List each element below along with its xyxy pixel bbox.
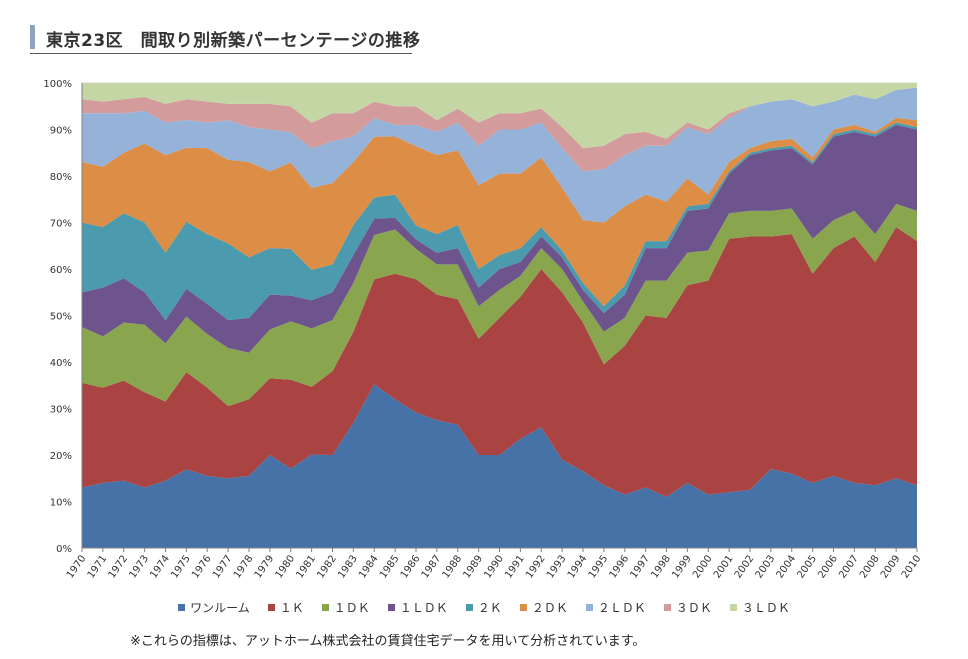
y-tick-label: 50%: [50, 312, 72, 323]
x-tick-label: 1990: [482, 553, 506, 580]
area-series-2: [82, 227, 917, 497]
x-tick-label: 1991: [503, 553, 527, 580]
legend-item-9: ３ＬＤＫ: [729, 599, 790, 616]
x-tick-label: 2010: [900, 553, 924, 580]
x-tick-label: 1986: [399, 553, 423, 580]
x-tick-label: 2004: [775, 553, 799, 580]
x-tick-label: 1980: [274, 553, 298, 580]
legend-item-5: ２Ｋ: [465, 599, 502, 616]
x-tick-label: 1999: [670, 553, 694, 580]
y-tick-label: 70%: [50, 219, 72, 230]
x-tick-label: 1989: [461, 553, 485, 580]
legend-item-1: ワンルーム: [178, 599, 250, 616]
legend-label: ２Ｋ: [477, 600, 502, 615]
legend-item-2: １Ｋ: [267, 599, 304, 616]
x-tick-label: 2001: [712, 553, 736, 580]
x-tick-label: 2003: [754, 553, 778, 580]
legend-swatch: [321, 603, 329, 611]
y-tick-label: 60%: [50, 265, 72, 276]
x-tick-label: 1981: [294, 553, 318, 580]
y-tick-label: 40%: [50, 358, 72, 369]
y-tick-label: 10%: [50, 498, 72, 509]
y-tick-label: 100%: [43, 79, 72, 90]
legend-item-6: ２ＤＫ: [519, 599, 568, 616]
x-tick-label: 1984: [357, 553, 381, 580]
legend-swatch: [663, 603, 671, 611]
x-tick-label: 1994: [566, 553, 590, 580]
legend-label: ワンルーム: [190, 600, 250, 615]
legend-item-7: ２ＬＤＫ: [585, 599, 646, 616]
legend-swatch: [585, 603, 593, 611]
area-series-group: [82, 83, 917, 548]
x-tick-label: 2005: [795, 553, 819, 580]
legend-label: ２ＤＫ: [531, 600, 568, 615]
x-tick-label: 2006: [816, 553, 840, 580]
y-tick-label: 80%: [50, 172, 72, 183]
x-tick-label: 1982: [315, 553, 339, 580]
x-tick-label: 1983: [336, 553, 360, 580]
title-underline: [30, 53, 412, 54]
x-tick-label: 1995: [587, 553, 611, 580]
area-series-4: [82, 124, 917, 353]
footnote: ※これらの指標は、アットホーム株式会社の賃貸住宅データを用いて分析されています。: [130, 634, 646, 649]
legend-label: ３ＤＫ: [675, 600, 712, 615]
legend-item-3: １ＤＫ: [321, 599, 370, 616]
y-tick-label: 90%: [50, 126, 72, 137]
y-tick-label: 30%: [50, 405, 72, 416]
area-series-6: [82, 117, 917, 307]
chart-title: 東京23区 間取り別新築パーセンテージの推移: [46, 31, 421, 51]
x-tick-label: 2000: [691, 553, 715, 580]
legend-label: ２ＬＤＫ: [597, 600, 646, 615]
legend-item-4: １ＬＤＫ: [387, 599, 448, 616]
x-tick-label: 2009: [879, 553, 903, 580]
area-series-1: [82, 384, 917, 548]
legend-label: １ＤＫ: [333, 600, 370, 615]
x-tick-label: 2002: [733, 553, 757, 580]
legend-label: １Ｋ: [279, 600, 304, 615]
area-series-7: [82, 87, 917, 223]
x-tick-label: 1973: [127, 553, 151, 580]
x-tick-label: 1987: [420, 553, 444, 580]
legend-swatch: [387, 603, 395, 611]
legend-swatch: [178, 603, 186, 611]
legend-swatch: [519, 603, 527, 611]
title-accent-bar: [30, 25, 35, 49]
x-tick-label: 1996: [608, 553, 632, 580]
legend-swatch: [729, 603, 737, 611]
x-tick-label: 2007: [837, 553, 861, 580]
x-tick-label: 1977: [211, 553, 235, 580]
x-tick-label: 1988: [441, 553, 465, 580]
x-tick-label: 1978: [232, 553, 256, 580]
x-tick-label: 1993: [545, 553, 569, 580]
area-series-5: [82, 122, 917, 321]
legend-item-8: ３ＤＫ: [663, 599, 712, 616]
x-tick-label: 2008: [858, 553, 882, 580]
x-tick-label: 1992: [524, 553, 548, 580]
title-bar: 東京23区 間取り別新築パーセンテージの推移: [30, 22, 420, 56]
legend-label: １ＬＤＫ: [399, 600, 448, 615]
x-tick-label: 1976: [190, 553, 214, 580]
legend-swatch: [465, 603, 473, 611]
x-tick-label: 1997: [628, 553, 652, 580]
legend-label: ３ＬＤＫ: [741, 600, 790, 615]
x-tick-label: 1998: [649, 553, 673, 580]
x-tick-label: 1979: [253, 553, 277, 580]
x-tick-label: 1971: [86, 553, 110, 580]
y-tick-label: 20%: [50, 451, 72, 462]
x-tick-label: 1970: [65, 553, 89, 580]
x-tick-label: 1985: [378, 553, 402, 580]
legend-swatch: [267, 603, 275, 611]
x-tick-label: 1974: [148, 553, 172, 580]
area-series-9: [82, 83, 917, 149]
area-series-8: [82, 87, 917, 172]
x-tick-label: 1972: [107, 553, 131, 580]
legend: ワンルーム １Ｋ １ＤＫ １ＬＤＫ ２Ｋ ２ＤＫ ２ＬＤＫ ３ＤＫ ３ＬＤＫ: [0, 596, 968, 618]
y-tick-label: 0%: [56, 544, 72, 555]
area-series-3: [82, 203, 917, 407]
x-tick-label: 1975: [169, 553, 193, 580]
